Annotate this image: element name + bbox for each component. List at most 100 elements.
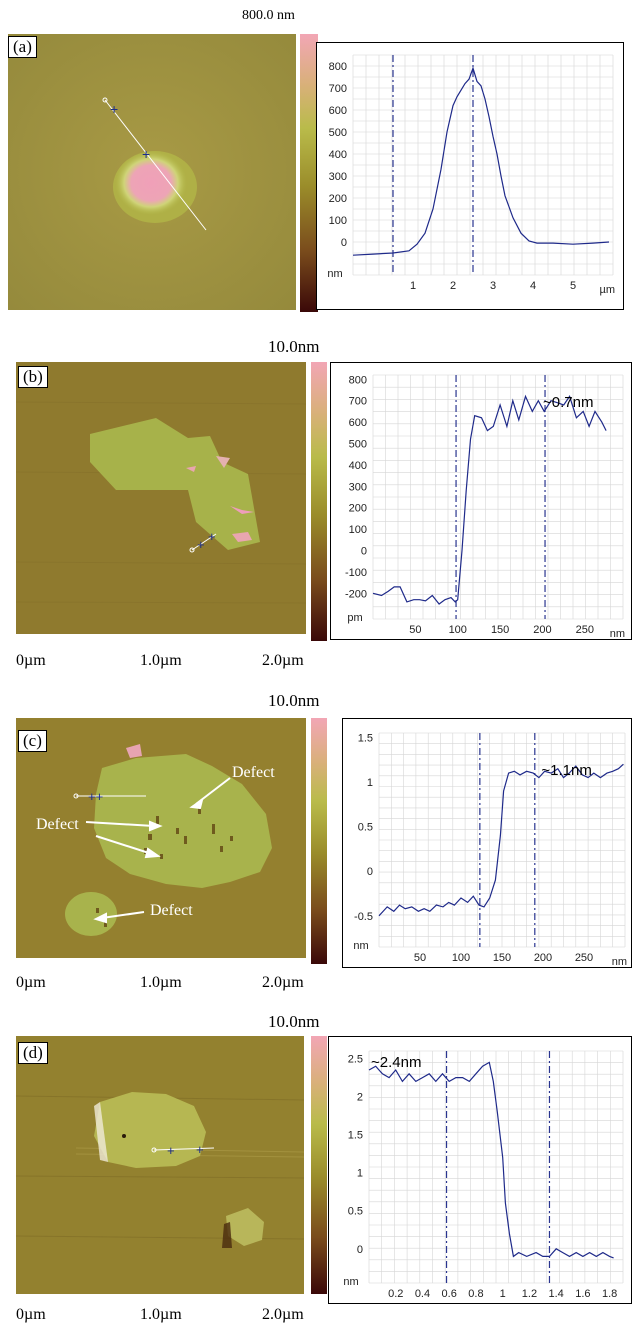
afm-image-b-svg: + + xyxy=(16,362,306,634)
x-scale-d-0: 0µm xyxy=(16,1306,46,1323)
y-tick-label: 2 xyxy=(357,1092,363,1104)
profile-box-d: 0 0.5 1 1.5 2 2.5 0.2 0.4 0.6 0.8 1 1.2 1.4 1.6 1.8 nm ~… xyxy=(328,1036,632,1304)
profile-box-c: -0.5 0 0.5 1 1.5 50 100 150 200 250 nm nm ~1.1nm xyxy=(342,718,632,968)
y-tick-label: 100 xyxy=(329,215,347,227)
x-tick-label: 0.6 xyxy=(442,1288,457,1300)
x-tick-label: 100 xyxy=(449,624,467,636)
x-scale-c-0: 0µm xyxy=(16,974,46,991)
panel-tag-c: (c) xyxy=(18,730,47,752)
afm-image-d: + + xyxy=(16,1036,304,1294)
y-axis-unit: nm xyxy=(327,268,342,280)
y-tick-label: 500 xyxy=(329,127,347,139)
y-tick-label: 2.5 xyxy=(348,1054,363,1066)
y-tick-label: 300 xyxy=(349,481,367,493)
x-tick-label: 0.2 xyxy=(388,1288,403,1300)
y-tick-label: -200 xyxy=(345,588,367,600)
grid xyxy=(372,374,624,620)
svg-text:+: + xyxy=(167,1143,175,1158)
profile-box-b: -200 -100 0 100 200 300 400 500 600 700 800 50 100 15… xyxy=(330,362,632,640)
profile-chart-c: -0.5 0 0.5 1 1.5 50 100 150 200 250 nm nm ~1.1nm xyxy=(353,732,627,968)
y-tick-label: 400 xyxy=(329,149,347,161)
y-tick-label: 100 xyxy=(349,524,367,536)
y-axis-unit: nm xyxy=(353,940,368,952)
x-tick-label: 5 xyxy=(570,280,576,292)
x-scale-b-0: 0µm xyxy=(16,652,46,669)
y-axis-unit: nm xyxy=(343,1276,358,1288)
y-tick-label: 600 xyxy=(349,417,367,429)
profile-chart-b: -200 -100 0 100 200 300 400 500 600 700 800 50 100 15… xyxy=(345,374,625,640)
profile-line xyxy=(352,66,610,256)
profile-box-a: 0 100 200 300 400 500 600 700 800 1 2 3 4 5 nm µm xyxy=(316,42,624,310)
y-tick-label: 200 xyxy=(329,193,347,205)
y-tick-label: -0.5 xyxy=(354,911,373,923)
y-tick-label: 1 xyxy=(357,1168,363,1180)
x-axis-unit: µm xyxy=(599,284,615,296)
x-tick-label: 3 xyxy=(490,280,496,292)
svg-text:+: + xyxy=(110,101,118,117)
grid xyxy=(352,54,614,276)
y-tick-label: 1 xyxy=(367,777,373,789)
afm-image-b: + + xyxy=(16,362,306,634)
scale-top-a: 800.0 nm xyxy=(242,8,295,23)
x-tick-label: 50 xyxy=(409,624,421,636)
profile-chart-d: 0 0.5 1 1.5 2 2.5 0.2 0.4 0.6 0.8 1 1.2 1.4 1.6 1.8 nm ~… xyxy=(343,1050,624,1300)
x-tick-label: 4 xyxy=(530,280,536,292)
colorbar-b xyxy=(311,362,327,641)
y-tick-label: 700 xyxy=(349,396,367,408)
defect-label-2: Defect xyxy=(36,816,79,833)
y-tick-label: 0 xyxy=(357,1244,363,1256)
colorbar-c xyxy=(311,718,327,964)
y-tick-label: 0 xyxy=(367,866,373,878)
afm-image-a-svg: + + xyxy=(8,34,296,310)
y-tick-label: 800 xyxy=(349,374,367,386)
panel-tag-a: (a) xyxy=(8,36,37,58)
x-tick-label: 1 xyxy=(410,280,416,292)
x-tick-label: 1 xyxy=(500,1288,506,1300)
y-tick-label: 1.5 xyxy=(358,732,373,744)
afm-image-a: + + xyxy=(8,34,296,310)
y-tick-label: 600 xyxy=(329,105,347,117)
grid xyxy=(368,1050,624,1284)
x-scale-b-2: 2.0µm xyxy=(262,652,304,669)
y-tick-label: 0 xyxy=(341,237,347,249)
x-tick-label: 50 xyxy=(414,952,426,964)
y-tick-label: 500 xyxy=(349,438,367,450)
x-tick-label: 150 xyxy=(491,624,509,636)
y-tick-label: -100 xyxy=(345,567,367,579)
scale-top-b: 10.0nm xyxy=(268,337,320,356)
y-tick-label: 800 xyxy=(329,61,347,73)
x-tick-label: 1.8 xyxy=(602,1288,617,1300)
y-tick-label: 1.5 xyxy=(348,1130,363,1142)
y-tick-label: 0.5 xyxy=(358,822,373,834)
x-tick-label: 100 xyxy=(452,952,470,964)
x-tick-label: 0.8 xyxy=(468,1288,483,1300)
svg-text:+: + xyxy=(196,1142,204,1157)
svg-text:+: + xyxy=(208,529,216,544)
profile-line xyxy=(368,1061,614,1259)
x-scale-d-1: 1.0µm xyxy=(140,1306,182,1323)
colorbar-d xyxy=(311,1036,327,1294)
x-scale-b-1: 1.0µm xyxy=(140,652,182,669)
scale-top-d: 10.0nm xyxy=(268,1012,320,1031)
grid xyxy=(378,732,626,948)
svg-text:++: ++ xyxy=(88,789,103,804)
y-tick-label: 0 xyxy=(361,546,367,558)
step-height-annotation: ~2.4nm xyxy=(371,1054,421,1071)
profile-chart-a: 0 100 200 300 400 500 600 700 800 1 2 3 4 5 nm µm xyxy=(327,54,615,296)
x-tick-label: 0.4 xyxy=(415,1288,430,1300)
x-tick-label: 1.4 xyxy=(549,1288,564,1300)
panel-tag-d: (d) xyxy=(18,1042,48,1064)
y-tick-label: 0.5 xyxy=(348,1206,363,1218)
colorbar-a xyxy=(300,34,318,312)
svg-text:+: + xyxy=(142,146,150,162)
scale-top-c: 10.0nm xyxy=(268,691,320,710)
x-tick-label: 200 xyxy=(533,624,551,636)
y-axis-unit: pm xyxy=(347,612,362,624)
afm-image-d-svg: + + xyxy=(16,1036,304,1294)
profile-line xyxy=(378,763,624,917)
panel-tag-b: (b) xyxy=(18,366,48,388)
defect-label-1: Defect xyxy=(232,764,275,781)
profile-line xyxy=(372,394,607,605)
y-tick-label: 700 xyxy=(329,83,347,95)
x-tick-label: 250 xyxy=(576,624,594,636)
